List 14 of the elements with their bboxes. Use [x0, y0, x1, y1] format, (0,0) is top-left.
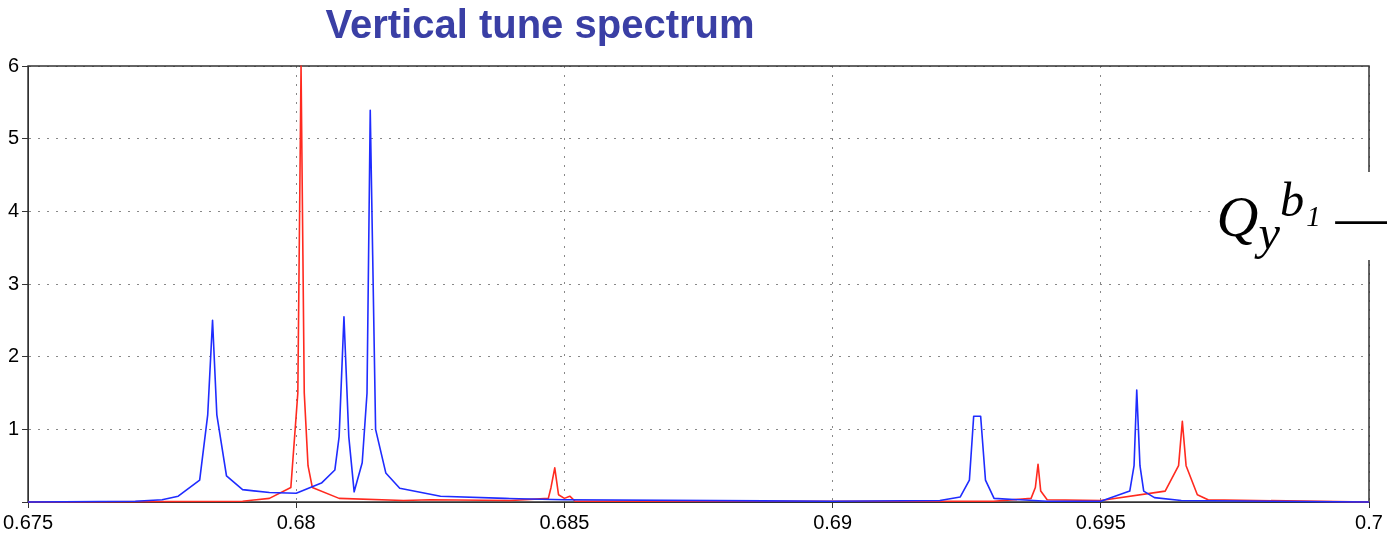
x-tick-label: 0.675	[2, 510, 54, 533]
annotation: Q$_{y}$$^{b₁}$ —	[1216, 172, 1387, 260]
y-tick-label: 5	[7, 126, 20, 149]
chart-title: Vertical tune spectrum	[324, 2, 756, 47]
y-tick-label: 6	[7, 53, 20, 76]
x-tick-label: 0.695	[1075, 510, 1126, 533]
y-tick-label: 3	[7, 271, 20, 294]
x-tick-label: 0.685	[539, 510, 590, 533]
x-tick-label: 0.7	[1355, 510, 1383, 533]
y-tick-label: 2	[7, 344, 20, 367]
y-tick-label: 1	[7, 416, 20, 439]
y-tick-label: 4	[7, 198, 20, 221]
x-tick-label: 0.68	[276, 510, 316, 533]
x-tick-label: 0.69	[813, 510, 853, 533]
